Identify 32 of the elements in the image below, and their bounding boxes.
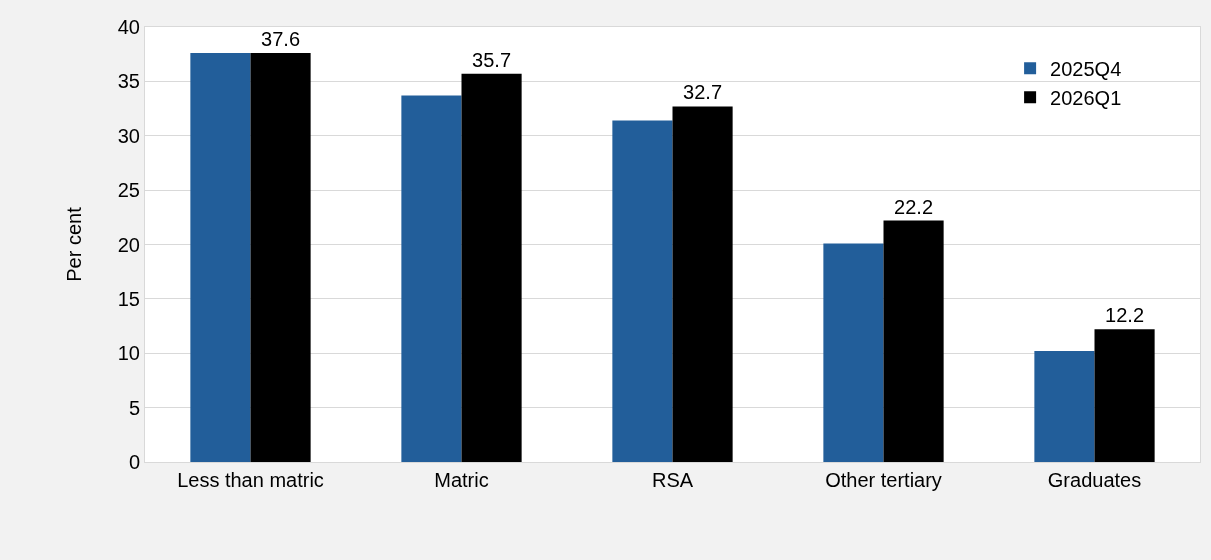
y-tick-label: 10 bbox=[117, 342, 140, 365]
bar bbox=[1034, 351, 1095, 462]
y-tick-label: 40 bbox=[117, 16, 140, 38]
bar bbox=[612, 120, 673, 462]
data-label: 12.2 bbox=[1105, 304, 1145, 327]
y-tick-label: 35 bbox=[117, 70, 140, 93]
x-tick-label: Matric bbox=[434, 469, 489, 491]
bar bbox=[672, 106, 733, 462]
y-tick-label: 25 bbox=[117, 179, 140, 202]
x-tick-label: Less than matric bbox=[177, 469, 324, 491]
y-axis-title: Per cent bbox=[63, 206, 86, 282]
bar bbox=[1094, 329, 1155, 462]
data-label: 37.6 bbox=[261, 28, 301, 51]
x-tick-label: Graduates bbox=[1047, 469, 1142, 491]
bar bbox=[461, 73, 522, 462]
x-tick-label: Other tertiary bbox=[825, 469, 942, 491]
legend-label: 2026Q1 bbox=[1050, 87, 1122, 110]
y-tick-label: 15 bbox=[117, 287, 140, 310]
bar bbox=[883, 220, 944, 462]
y-tick-label: 0 bbox=[128, 451, 140, 473]
data-label: 35.7 bbox=[472, 48, 512, 71]
data-label: 32.7 bbox=[683, 81, 723, 104]
bar bbox=[190, 53, 251, 462]
bar bbox=[401, 95, 462, 462]
y-tick-label: 30 bbox=[117, 124, 140, 147]
bar bbox=[250, 53, 311, 462]
data-label: 22.2 bbox=[894, 195, 934, 218]
y-tick-label: 5 bbox=[128, 396, 140, 419]
bar bbox=[823, 243, 884, 462]
y-tick-label: 20 bbox=[117, 233, 140, 256]
x-tick-label: RSA bbox=[651, 469, 694, 491]
legend-label: 2025Q4 bbox=[1050, 58, 1122, 81]
